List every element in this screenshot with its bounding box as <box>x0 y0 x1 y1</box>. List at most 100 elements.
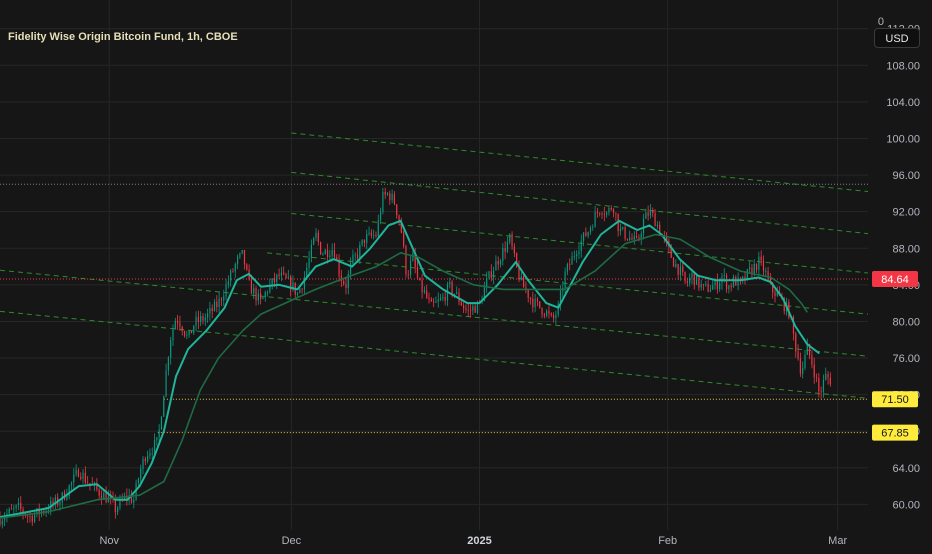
candle-body <box>493 270 495 278</box>
candle-body <box>220 298 223 301</box>
candle-body <box>689 277 691 283</box>
last-price-badge: 84.64 <box>881 274 909 286</box>
candle-body <box>633 236 635 240</box>
candle-body <box>762 260 765 272</box>
candle-body <box>103 492 105 500</box>
candle-body <box>435 301 437 303</box>
candle-body <box>469 310 472 311</box>
candle-body <box>760 256 762 261</box>
candle-body <box>744 276 746 280</box>
level-price-badge-background <box>872 391 918 408</box>
candle-body <box>546 310 548 316</box>
candle-body <box>54 497 56 505</box>
candle-body <box>299 288 301 293</box>
candle-body <box>765 271 767 272</box>
candle-body <box>511 234 513 247</box>
candle-body <box>38 508 40 515</box>
channel-line <box>267 252 869 315</box>
candle-body <box>693 272 695 285</box>
candle-body <box>827 373 829 378</box>
candle-body <box>712 285 714 290</box>
candle-body <box>107 496 110 503</box>
candle-body <box>315 232 317 238</box>
y-axis-tick-label: 80.00 <box>892 316 920 328</box>
candle-body <box>608 207 610 213</box>
candle-body <box>354 254 356 256</box>
x-axis-tick-label: Nov <box>99 535 119 547</box>
candle-body <box>324 249 326 255</box>
candle-body <box>375 235 377 237</box>
candle-body <box>483 287 485 302</box>
candle-body <box>792 317 795 334</box>
candle-body <box>89 483 91 484</box>
candle-body <box>225 284 227 297</box>
candle-body <box>407 274 409 276</box>
candle-body <box>802 367 804 374</box>
candle-body <box>582 232 585 241</box>
candle-body <box>587 232 589 237</box>
candle-body <box>29 516 31 517</box>
candle-body <box>714 280 716 286</box>
candle-body <box>488 271 490 279</box>
channel-line <box>291 171 869 235</box>
candle-body <box>241 250 243 254</box>
candle-body <box>767 271 769 279</box>
candle-body <box>400 221 402 233</box>
fast-moving-average <box>0 219 821 519</box>
y-axis-tick-label: 96.00 <box>892 170 920 182</box>
candle-body <box>439 298 442 300</box>
candle-body <box>642 218 645 234</box>
candle-body <box>728 285 730 290</box>
candle-body <box>322 254 324 256</box>
candle-body <box>497 260 499 265</box>
candle-body <box>654 213 656 227</box>
candle-body <box>301 288 303 290</box>
candle-body <box>619 228 622 232</box>
candle-body <box>336 257 338 260</box>
y-axis-top-label: 0 <box>878 16 884 28</box>
candle-body <box>453 293 455 295</box>
candle-body <box>384 191 386 195</box>
candle-body <box>70 482 73 486</box>
candle-body <box>612 209 615 213</box>
candle-body <box>130 495 133 503</box>
candle-body <box>292 282 294 290</box>
candle-body <box>213 301 216 312</box>
candle-body <box>243 250 246 265</box>
candle-body <box>665 237 668 242</box>
candle-body <box>592 227 594 228</box>
candle-body <box>382 191 384 213</box>
candle-body <box>751 267 753 275</box>
candle-body <box>774 292 776 297</box>
candle-body <box>753 263 755 275</box>
candle-body <box>167 357 169 371</box>
candle-body <box>36 508 38 515</box>
candle-body <box>266 292 269 293</box>
candle-body <box>195 316 197 326</box>
candle-body <box>338 259 340 277</box>
candle-body <box>331 250 333 256</box>
candle-body <box>260 293 262 300</box>
channel-line <box>291 132 869 193</box>
candle-body <box>569 264 571 265</box>
candle-body <box>287 276 289 279</box>
candle-body <box>151 453 153 454</box>
axes: 60.0064.0068.0072.0076.0080.0084.0088.00… <box>99 16 920 547</box>
horizontal-levels <box>0 183 868 434</box>
candle-body <box>557 303 559 315</box>
candle-body <box>451 281 453 295</box>
candle-body <box>804 354 806 368</box>
candle-body <box>686 281 688 283</box>
candle-body <box>317 232 319 243</box>
candle-body <box>783 298 785 312</box>
candle-body <box>594 212 596 228</box>
candle-body <box>559 290 562 304</box>
candle-body <box>585 232 587 237</box>
currency-button[interactable]: USD <box>874 28 920 48</box>
candle-body <box>230 270 232 282</box>
candle-body <box>815 377 818 379</box>
candle-body <box>156 437 158 441</box>
candle-body <box>333 250 336 258</box>
